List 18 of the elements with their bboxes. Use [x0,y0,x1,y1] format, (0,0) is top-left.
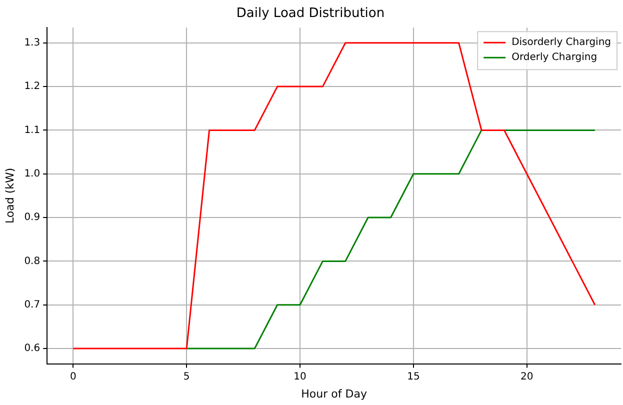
legend-label: Orderly Charging [512,52,598,64]
x-tick-label: 0 [70,371,76,382]
y-tick-label: 1.3 [24,37,40,48]
legend-label: Disorderly Charging [512,37,612,48]
x-tick-label: 10 [294,371,306,382]
y-tick-label: 0.7 [24,299,40,310]
x-tick-label: 5 [183,371,190,382]
x-axis-title: Hour of Day [301,387,368,400]
y-tick-label: 1.2 [24,81,40,92]
y-tick-label: 1.1 [24,124,40,136]
y-axis-title: Load (kW) [3,168,16,224]
x-tick-label: 20 [520,371,534,382]
y-tick-label: 0.8 [24,256,40,267]
y-tick-label: 0.6 [24,343,40,354]
chart-title: Daily Load Distribution [236,6,385,22]
x-tick-label: 15 [407,371,420,382]
y-tick-label: 1.0 [24,168,40,180]
y-tick-label: 0.9 [24,212,40,224]
